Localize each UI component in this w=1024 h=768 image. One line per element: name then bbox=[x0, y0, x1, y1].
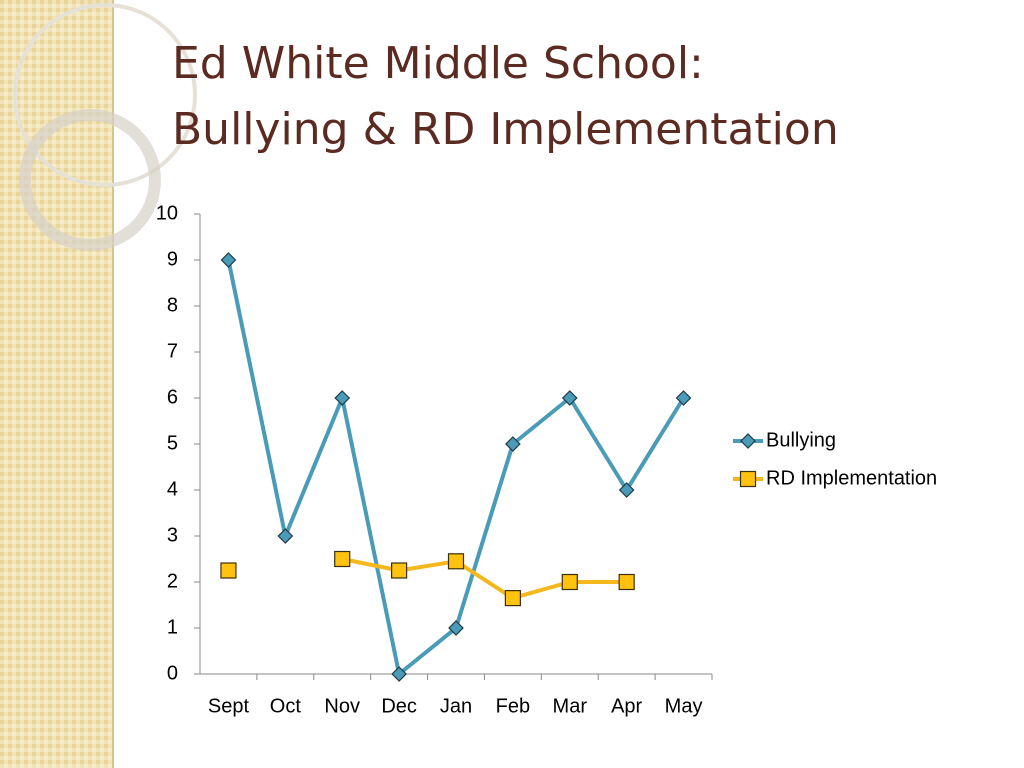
data-point bbox=[334, 390, 351, 406]
data-point bbox=[277, 528, 294, 544]
data-point bbox=[447, 553, 465, 570]
legend-label: Bullying bbox=[766, 429, 836, 451]
x-tick-label: Oct bbox=[270, 695, 302, 717]
data-point bbox=[220, 252, 237, 268]
data-point bbox=[561, 390, 578, 406]
data-point bbox=[675, 390, 692, 406]
y-tick-label: 10 bbox=[156, 202, 178, 224]
data-point bbox=[618, 482, 635, 498]
chart-title: Ed White Middle School: bbox=[172, 38, 704, 89]
deco-circle bbox=[19, 109, 161, 251]
x-tick-label: Apr bbox=[611, 695, 642, 717]
series-line bbox=[226, 259, 686, 676]
y-tick-label: 0 bbox=[167, 662, 178, 684]
legend-marker bbox=[739, 470, 757, 488]
data-point bbox=[505, 436, 521, 452]
y-tick-label: 3 bbox=[167, 524, 178, 546]
legend-marker bbox=[740, 433, 756, 449]
y-tick-label: 7 bbox=[167, 340, 178, 362]
y-tick-label: 2 bbox=[167, 570, 178, 592]
data-point bbox=[448, 620, 464, 636]
data-point bbox=[391, 562, 408, 579]
x-tick-label: Nov bbox=[324, 695, 360, 717]
series-line bbox=[341, 557, 627, 601]
data-point bbox=[504, 589, 521, 607]
y-tick-label: 9 bbox=[167, 248, 178, 270]
x-tick-label: Mar bbox=[553, 695, 588, 717]
x-tick-label: Sept bbox=[208, 695, 250, 717]
x-tick-label: Feb bbox=[496, 695, 530, 717]
data-point bbox=[220, 562, 237, 579]
data-point bbox=[334, 550, 351, 568]
y-tick-label: 6 bbox=[167, 386, 178, 408]
y-tick-label: 1 bbox=[167, 616, 178, 638]
x-tick-label: Jan bbox=[440, 695, 472, 717]
x-tick-label: May bbox=[665, 695, 703, 717]
deco-circle bbox=[13, 3, 197, 187]
data-point bbox=[391, 666, 407, 682]
y-tick-label: 4 bbox=[167, 478, 178, 500]
data-point bbox=[618, 573, 635, 591]
x-tick-label: Dec bbox=[381, 695, 417, 717]
legend-label: RD Implementation bbox=[766, 467, 937, 489]
y-tick-label: 5 bbox=[167, 432, 178, 454]
data-point bbox=[561, 573, 578, 591]
chart-title: Bullying & RD Implementation bbox=[172, 104, 839, 155]
y-tick-label: 8 bbox=[167, 294, 178, 316]
